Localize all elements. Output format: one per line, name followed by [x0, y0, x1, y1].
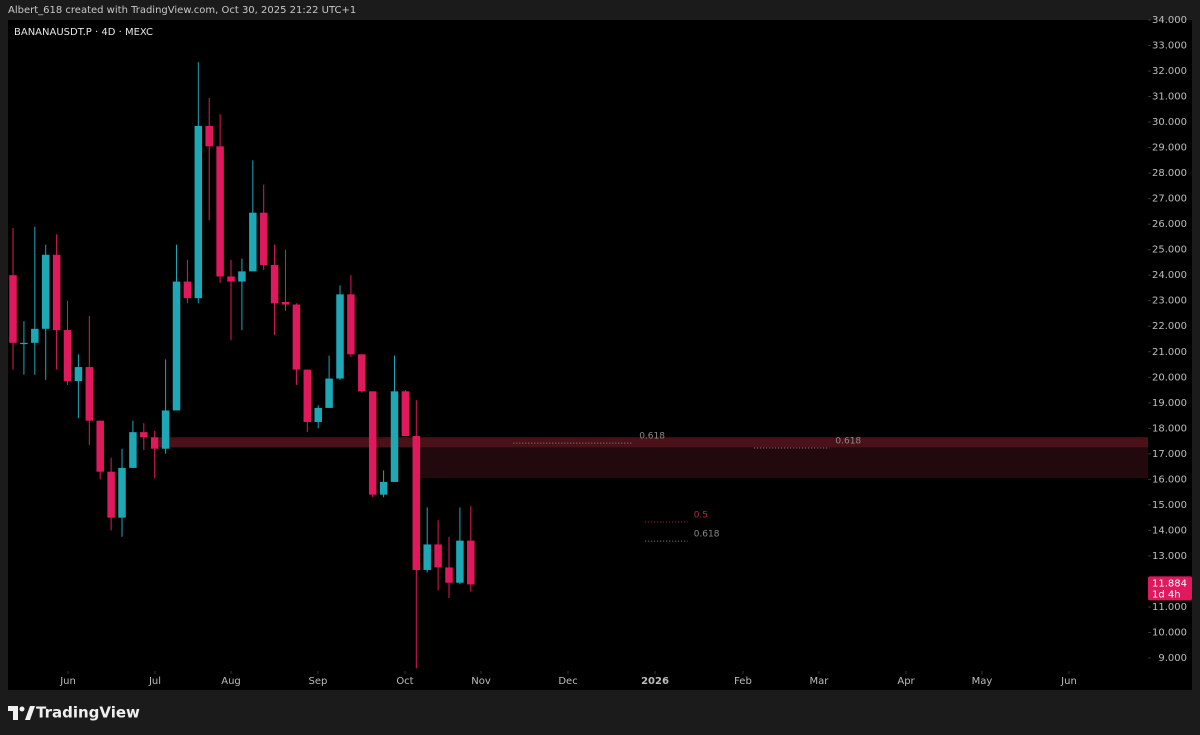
x-tick-label: Dec — [558, 676, 577, 687]
candle-body — [434, 544, 442, 568]
y-tick-label: 26.000 — [1152, 219, 1187, 230]
candle-body — [456, 540, 464, 583]
candle-body — [9, 275, 17, 343]
fib-label: 0.618 — [639, 432, 665, 442]
y-tick-label: 28.000 — [1152, 168, 1187, 179]
x-tick-label: Apr — [897, 676, 915, 687]
y-tick-label: 13.000 — [1152, 551, 1187, 562]
fib-label: 0.5 — [694, 510, 708, 520]
y-tick-label: 17.000 — [1152, 449, 1187, 460]
y-tick-label: 19.000 — [1152, 398, 1187, 409]
candle-body — [358, 354, 366, 392]
candle-body — [423, 544, 431, 570]
candle-body — [303, 369, 312, 422]
candle-body — [107, 471, 115, 518]
y-tick-label: 31.000 — [1152, 92, 1187, 103]
y-tick-label: 34.000 — [1152, 15, 1187, 26]
y-tick-label: 32.000 — [1152, 66, 1187, 77]
y-tick-label: 16.000 — [1152, 474, 1187, 485]
header-credit: Albert_618 created with TradingView.com,… — [8, 5, 356, 16]
y-tick-label: 29.000 — [1152, 143, 1187, 154]
x-tick-label: Jun — [1060, 676, 1077, 687]
y-tick-label: 30.000 — [1152, 117, 1187, 128]
candle-body — [161, 410, 170, 449]
candle-body — [150, 437, 159, 449]
fib-label: 0.618 — [694, 530, 720, 540]
candle-body — [183, 281, 192, 299]
y-tick-label: 33.000 — [1152, 41, 1187, 52]
candle-body — [336, 294, 344, 379]
zone — [159, 437, 1148, 448]
fib-label: 0.618 — [835, 436, 861, 446]
x-tick-label: Nov — [471, 676, 491, 687]
watermark: TradingView — [36, 704, 140, 722]
y-tick-label: 24.000 — [1152, 270, 1187, 281]
candle-body — [445, 567, 453, 583]
candle-body — [259, 212, 268, 265]
x-tick-label: May — [972, 676, 993, 687]
candle-body — [216, 146, 224, 277]
y-tick-label: 15.000 — [1152, 500, 1187, 511]
y-tick-label: 20.000 — [1152, 372, 1187, 383]
candle-body — [227, 276, 235, 282]
pane — [8, 20, 1192, 690]
y-tick-label: 11.000 — [1152, 602, 1187, 613]
x-tick-label: Sep — [309, 676, 328, 687]
x-tick-label: Feb — [734, 676, 752, 687]
candle-body — [205, 125, 213, 147]
symbol-title: BANANAUSDT.P · 4D · MEXC — [14, 27, 153, 38]
y-tick-label: 21.000 — [1152, 347, 1187, 358]
y-tick-label: 25.000 — [1152, 245, 1187, 256]
x-tick-label: Aug — [221, 676, 241, 687]
candle-body — [194, 125, 203, 299]
y-tick-label: 22.000 — [1152, 321, 1187, 332]
candle-body — [96, 420, 104, 472]
candle-body — [281, 301, 290, 305]
candle-body — [118, 467, 126, 518]
candle-body — [401, 391, 410, 436]
y-tick-label: 9.000 — [1158, 653, 1187, 664]
candle-body — [390, 391, 399, 482]
candle-body — [292, 304, 301, 370]
candle-body — [52, 254, 61, 331]
x-tick-label: Jul — [148, 676, 161, 687]
candle-body — [172, 281, 181, 411]
candle-body — [63, 330, 72, 382]
y-tick-label: 10.000 — [1152, 627, 1187, 638]
candle-body — [325, 378, 333, 408]
logo — [8, 706, 35, 720]
y-tick-label: 18.000 — [1152, 423, 1187, 434]
countdown-label: 1d 4h — [1152, 589, 1181, 600]
candle-body — [467, 540, 475, 585]
x-tick-label: Mar — [810, 676, 830, 687]
x-tick-label: Jun — [59, 676, 76, 687]
candle-body — [368, 391, 377, 495]
candle-body — [129, 432, 137, 468]
candle-body — [41, 254, 50, 329]
candle-body — [238, 271, 246, 282]
candle-body — [20, 342, 28, 345]
candle-body — [379, 481, 388, 495]
y-tick-label: 23.000 — [1152, 296, 1187, 307]
x-tick-label: 2026 — [641, 676, 669, 687]
candle-body — [85, 367, 94, 421]
last-price-tag — [1148, 576, 1192, 601]
zone — [414, 447, 1149, 479]
y-tick-label: 27.000 — [1152, 194, 1187, 205]
candle-body — [270, 264, 279, 304]
x-tick-label: Oct — [396, 676, 413, 687]
candle-body — [74, 367, 83, 382]
candle-body — [412, 435, 421, 570]
candle-body — [31, 328, 39, 343]
candle-body — [140, 432, 148, 438]
candle-body — [347, 294, 355, 355]
candle-body — [249, 212, 257, 272]
y-tick-label: 14.000 — [1152, 525, 1187, 536]
candle-body — [314, 407, 322, 422]
last-price-label: 11.884 — [1152, 578, 1187, 589]
